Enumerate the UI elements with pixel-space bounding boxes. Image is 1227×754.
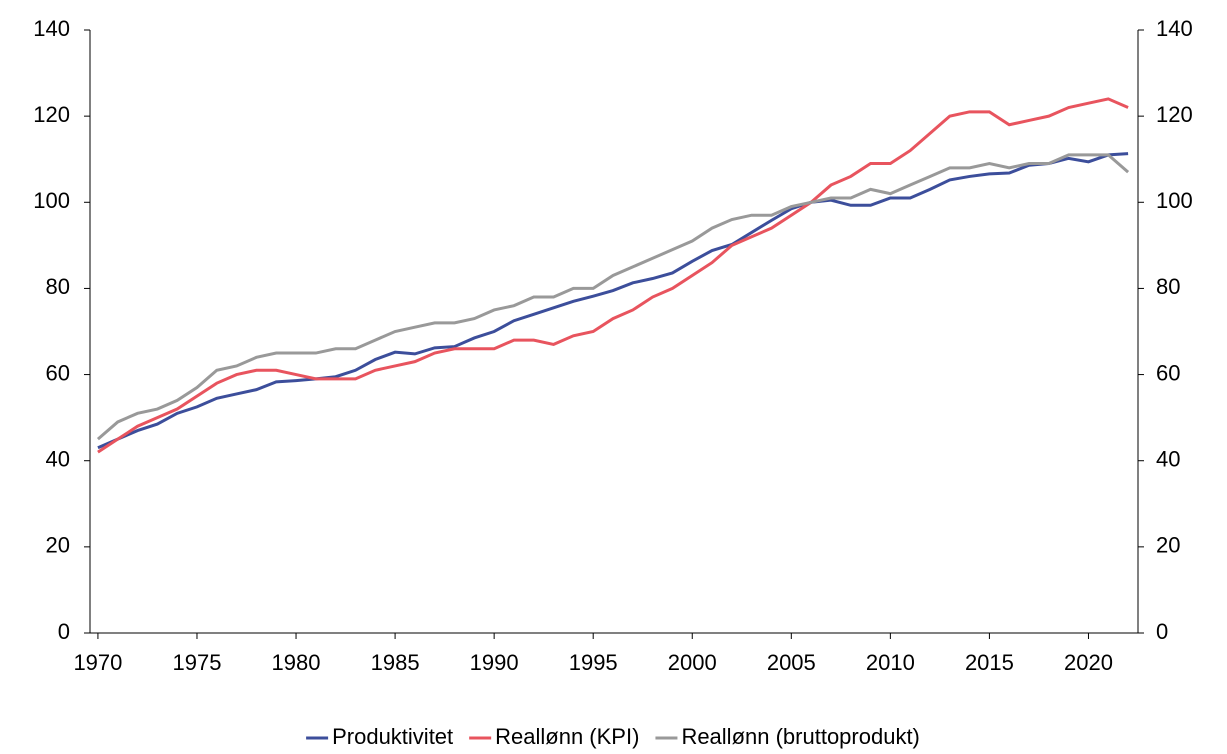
y-tick-label: 0 <box>58 619 70 644</box>
y-tick-label: 100 <box>33 188 70 213</box>
x-tick-label: 2010 <box>866 650 915 675</box>
line <box>97 97 1129 454</box>
y-tick-label: 20 <box>46 533 70 558</box>
y-tick-label: 80 <box>46 274 70 299</box>
y2-tick-label: 80 <box>1156 274 1180 299</box>
y2-tick-label: 0 <box>1156 619 1168 644</box>
x-tick-label: 1970 <box>73 650 122 675</box>
y2-tick-label: 100 <box>1156 188 1193 213</box>
x-tick-label: 1975 <box>173 650 222 675</box>
legend-label: Reallønn (KPI) <box>495 724 639 749</box>
x-tick-label: 1985 <box>371 650 420 675</box>
y-tick-label: 60 <box>46 360 70 385</box>
line <box>97 152 1129 450</box>
x-tick-label: 1990 <box>470 650 519 675</box>
y2-tick-label: 140 <box>1156 16 1193 41</box>
line <box>96 153 1130 441</box>
y2-tick-label: 20 <box>1156 533 1180 558</box>
y-tick-label: 120 <box>33 102 70 127</box>
x-tick-label: 2015 <box>965 650 1014 675</box>
legend-label: Produktivitet <box>332 724 453 749</box>
y-tick-label: 140 <box>33 16 70 41</box>
x-tick-label: 2000 <box>668 650 717 675</box>
x-tick-label: 2020 <box>1064 650 1113 675</box>
y2-tick-label: 120 <box>1156 102 1193 127</box>
y2-tick-label: 40 <box>1156 447 1180 472</box>
x-tick-label: 2005 <box>767 650 816 675</box>
y-tick-label: 40 <box>46 447 70 472</box>
legend-label: Reallønn (bruttoprodukt) <box>681 724 919 749</box>
x-tick-label: 1980 <box>272 650 321 675</box>
y2-tick-label: 60 <box>1156 360 1180 385</box>
x-tick-label: 1995 <box>569 650 618 675</box>
